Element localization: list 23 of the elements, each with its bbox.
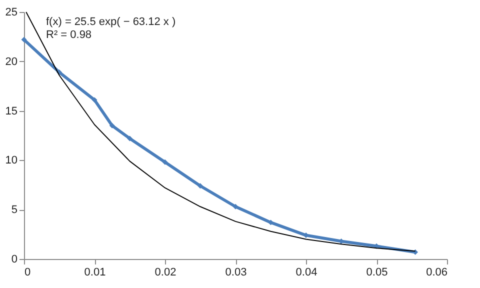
- x-tick-label: 0.04: [296, 266, 318, 278]
- x-tick-label: 0: [24, 266, 31, 278]
- annotation: R² = 0.98: [46, 29, 92, 41]
- annotation: f(x) = 25.5 exp( − 63.12 x ): [46, 16, 176, 28]
- y-tick-label: 0: [11, 254, 18, 266]
- x-tick-label: 0.05: [366, 266, 388, 278]
- point: [109, 122, 115, 128]
- x-tick-label: 0.02: [154, 266, 176, 278]
- point: [198, 183, 203, 189]
- x-tick-label: 0.01: [84, 266, 106, 278]
- y-tick-label: 20: [5, 56, 18, 68]
- y-tick-label: 10: [5, 154, 18, 167]
- x-tick-label: 0.06: [426, 266, 448, 278]
- point: [162, 159, 168, 165]
- y-tick-label: 15: [5, 105, 18, 118]
- point: [268, 220, 274, 226]
- point: [232, 204, 238, 210]
- x-tick-label: 0.03: [225, 266, 247, 278]
- point: [21, 36, 27, 42]
- y-tick-label: 5: [11, 204, 18, 216]
- y-tick-label: 25: [5, 6, 18, 18]
- point: [127, 136, 132, 142]
- point: [92, 97, 98, 103]
